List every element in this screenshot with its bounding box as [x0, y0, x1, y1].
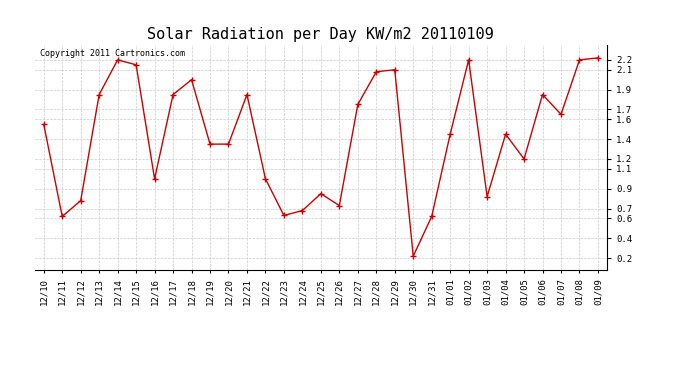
Title: Solar Radiation per Day KW/m2 20110109: Solar Radiation per Day KW/m2 20110109 [148, 27, 494, 42]
Text: Copyright 2011 Cartronics.com: Copyright 2011 Cartronics.com [40, 50, 185, 58]
